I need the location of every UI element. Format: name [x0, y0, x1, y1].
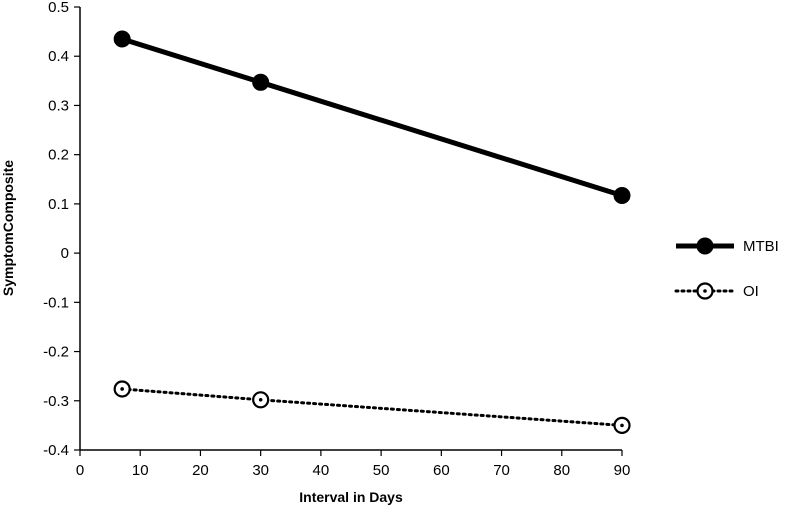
legend-item-oi: OI — [674, 282, 759, 300]
legend-marker — [696, 282, 714, 300]
legend-marker — [696, 237, 714, 255]
y-tick-label: -0.2 — [43, 344, 69, 361]
data-point-mtbi — [113, 30, 131, 48]
y-ticks: 0.5 0.4 0.3 0.2 0.1 0 -0.1 -0.2 -0.3 -0.4 — [43, 0, 80, 459]
x-axis-title: Interval in Days — [299, 489, 403, 505]
data-point-mtbi — [613, 187, 631, 205]
data-point-oi — [113, 380, 131, 398]
data-point-oi-center — [258, 397, 263, 402]
legend: MTBI OI — [674, 237, 779, 300]
data-point-oi — [252, 391, 270, 409]
series-line-mtbi — [121, 36, 623, 198]
axes — [79, 7, 622, 451]
y-tick-label: 0.3 — [48, 97, 69, 114]
x-tick-label: 70 — [493, 462, 510, 479]
y-tick-label: -0.4 — [43, 442, 69, 459]
series-line-oi — [120, 387, 624, 427]
legend-item-mtbi: MTBI — [676, 237, 779, 255]
y-tick-label: 0.1 — [48, 196, 69, 213]
data-point-oi-center — [620, 423, 624, 428]
y-tick-label: 0.2 — [48, 147, 69, 164]
data-point-mtbi — [252, 73, 270, 91]
x-tick-label: 40 — [313, 462, 330, 479]
y-tick-label: -0.1 — [43, 294, 69, 311]
x-tick-label: 80 — [553, 462, 570, 479]
x-tick-label: 10 — [132, 462, 149, 479]
data-point-oi-center — [120, 387, 124, 391]
y-tick-label: -0.3 — [43, 393, 69, 410]
x-tick-label: 30 — [252, 462, 269, 479]
x-tick-label: 90 — [614, 462, 631, 479]
y-tick-label: 0 — [61, 245, 69, 262]
x-tick-label: 60 — [433, 462, 450, 479]
series-layer — [113, 30, 631, 434]
x-ticks: 0 10 20 30 40 50 60 70 80 90 — [76, 450, 631, 479]
y-tick-label: 0.4 — [48, 48, 69, 65]
data-point-oi — [613, 416, 631, 434]
x-tick-label: 50 — [373, 462, 390, 479]
legend-label: OI — [743, 283, 759, 300]
y-axis-title: SymptomComposite — [0, 160, 16, 296]
y-tick-label: 0.5 — [48, 0, 69, 16]
x-tick-label: 20 — [192, 462, 209, 479]
legend-marker-center — [703, 289, 707, 293]
x-tick-label: 0 — [76, 462, 84, 479]
legend-label: MTBI — [743, 238, 779, 255]
